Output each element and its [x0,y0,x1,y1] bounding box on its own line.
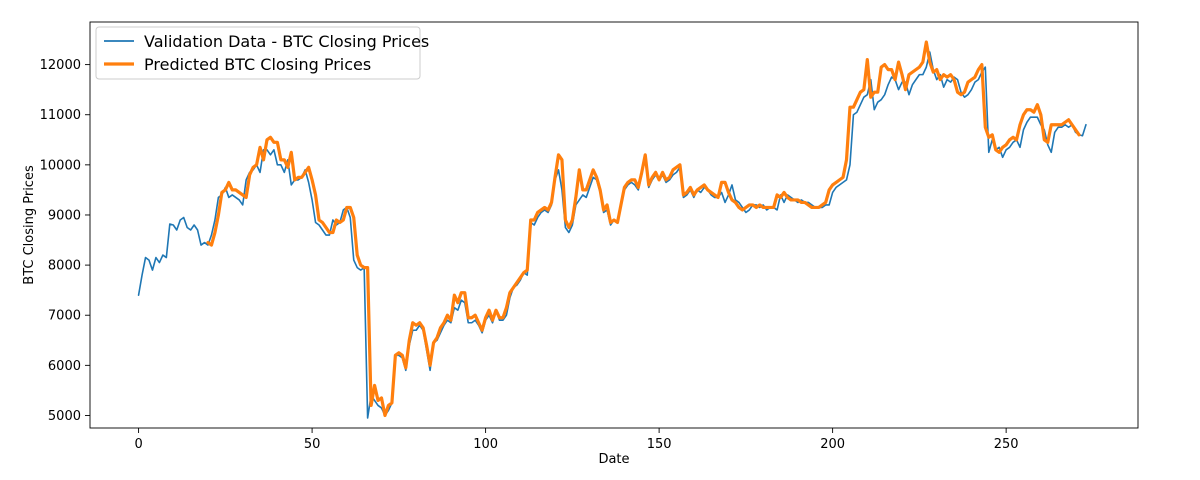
legend-box [95,26,421,80]
plot-background [90,22,1138,428]
y-tick-label: 10000 [40,158,81,173]
y-tick-label: 11000 [40,108,81,123]
series-line-predicted [206,40,1081,418]
x-tick-label: 200 [820,437,845,452]
x-axis-label: Date [598,452,629,467]
y-tick-label: 9000 [48,208,81,223]
series-layer [137,40,1087,419]
y-axis-label: BTC Closing Prices [22,165,37,285]
x-tick-label: 0 [134,437,142,452]
y-tick-label: 5000 [48,409,81,424]
legend-label-predicted: Predicted BTC Closing Prices [144,55,371,74]
x-tick-label: 50 [304,437,321,452]
legend: Validation Data - BTC Closing Prices Pre… [95,26,429,80]
x-axis: 0 50 100 150 200 250 [134,428,1019,452]
x-tick-label: 100 [473,437,498,452]
y-tick-label: 7000 [48,309,81,324]
y-axis: 5000 6000 7000 8000 9000 10000 11000 12000 [40,58,90,424]
y-tick-label: 8000 [48,259,81,274]
x-tick-label: 250 [994,437,1019,452]
plot-frame [89,21,1139,429]
x-tick-label: 150 [647,437,672,452]
y-tick-label: 6000 [48,359,81,374]
y-tick-label: 12000 [40,58,81,73]
legend-label-validation: Validation Data - BTC Closing Prices [144,32,429,51]
